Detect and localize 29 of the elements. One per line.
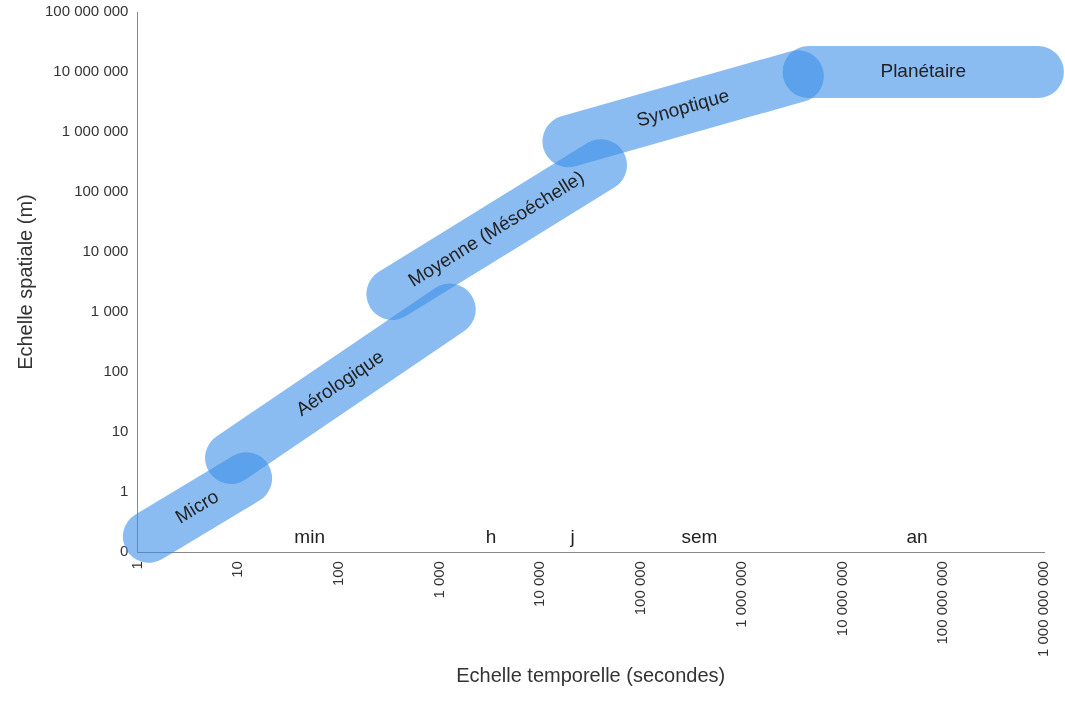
- y-tick-label: 10: [111, 422, 129, 440]
- y-tick-label: 10 000 000: [53, 62, 129, 80]
- annotation: min: [294, 526, 325, 548]
- y-tick-label: 100: [103, 362, 129, 380]
- annotation: h: [485, 526, 497, 548]
- x-tick-label: 1 000: [429, 561, 447, 599]
- x-tick-label: 100 000 000: [933, 561, 951, 645]
- y-tick-label: 1 000 000: [61, 122, 129, 140]
- annotation: j: [569, 526, 575, 548]
- y-tick-label: 1 000: [90, 302, 129, 320]
- y-tick-label: 10 000: [82, 242, 129, 260]
- y-axis-title: Echelle spatiale (m): [13, 194, 36, 370]
- x-tick-label: 1 000 000: [731, 561, 749, 628]
- annotation: sem: [681, 526, 718, 548]
- x-tick-label: 100: [329, 561, 347, 587]
- x-tick-label: 10: [228, 561, 246, 578]
- y-tick-label: 1: [120, 482, 129, 500]
- x-tick-label: 1 000 000 000: [1034, 561, 1052, 658]
- x-tick-label: 100 000: [631, 561, 649, 616]
- x-tick-label: 10 000: [530, 561, 548, 607]
- text: Micro: [171, 485, 223, 528]
- series-label: Planétaire: [880, 60, 967, 82]
- y-tick-label: 100 000 000: [44, 2, 129, 20]
- x-tick-label: 1: [127, 561, 145, 570]
- x-axis-title: Echelle temporelle (secondes): [456, 663, 726, 686]
- annotation: an: [906, 526, 928, 548]
- x-tick-label: 10 000 000: [832, 561, 850, 637]
- y-tick-label: 100 000: [74, 182, 129, 200]
- y-tick-label: 0: [120, 542, 129, 560]
